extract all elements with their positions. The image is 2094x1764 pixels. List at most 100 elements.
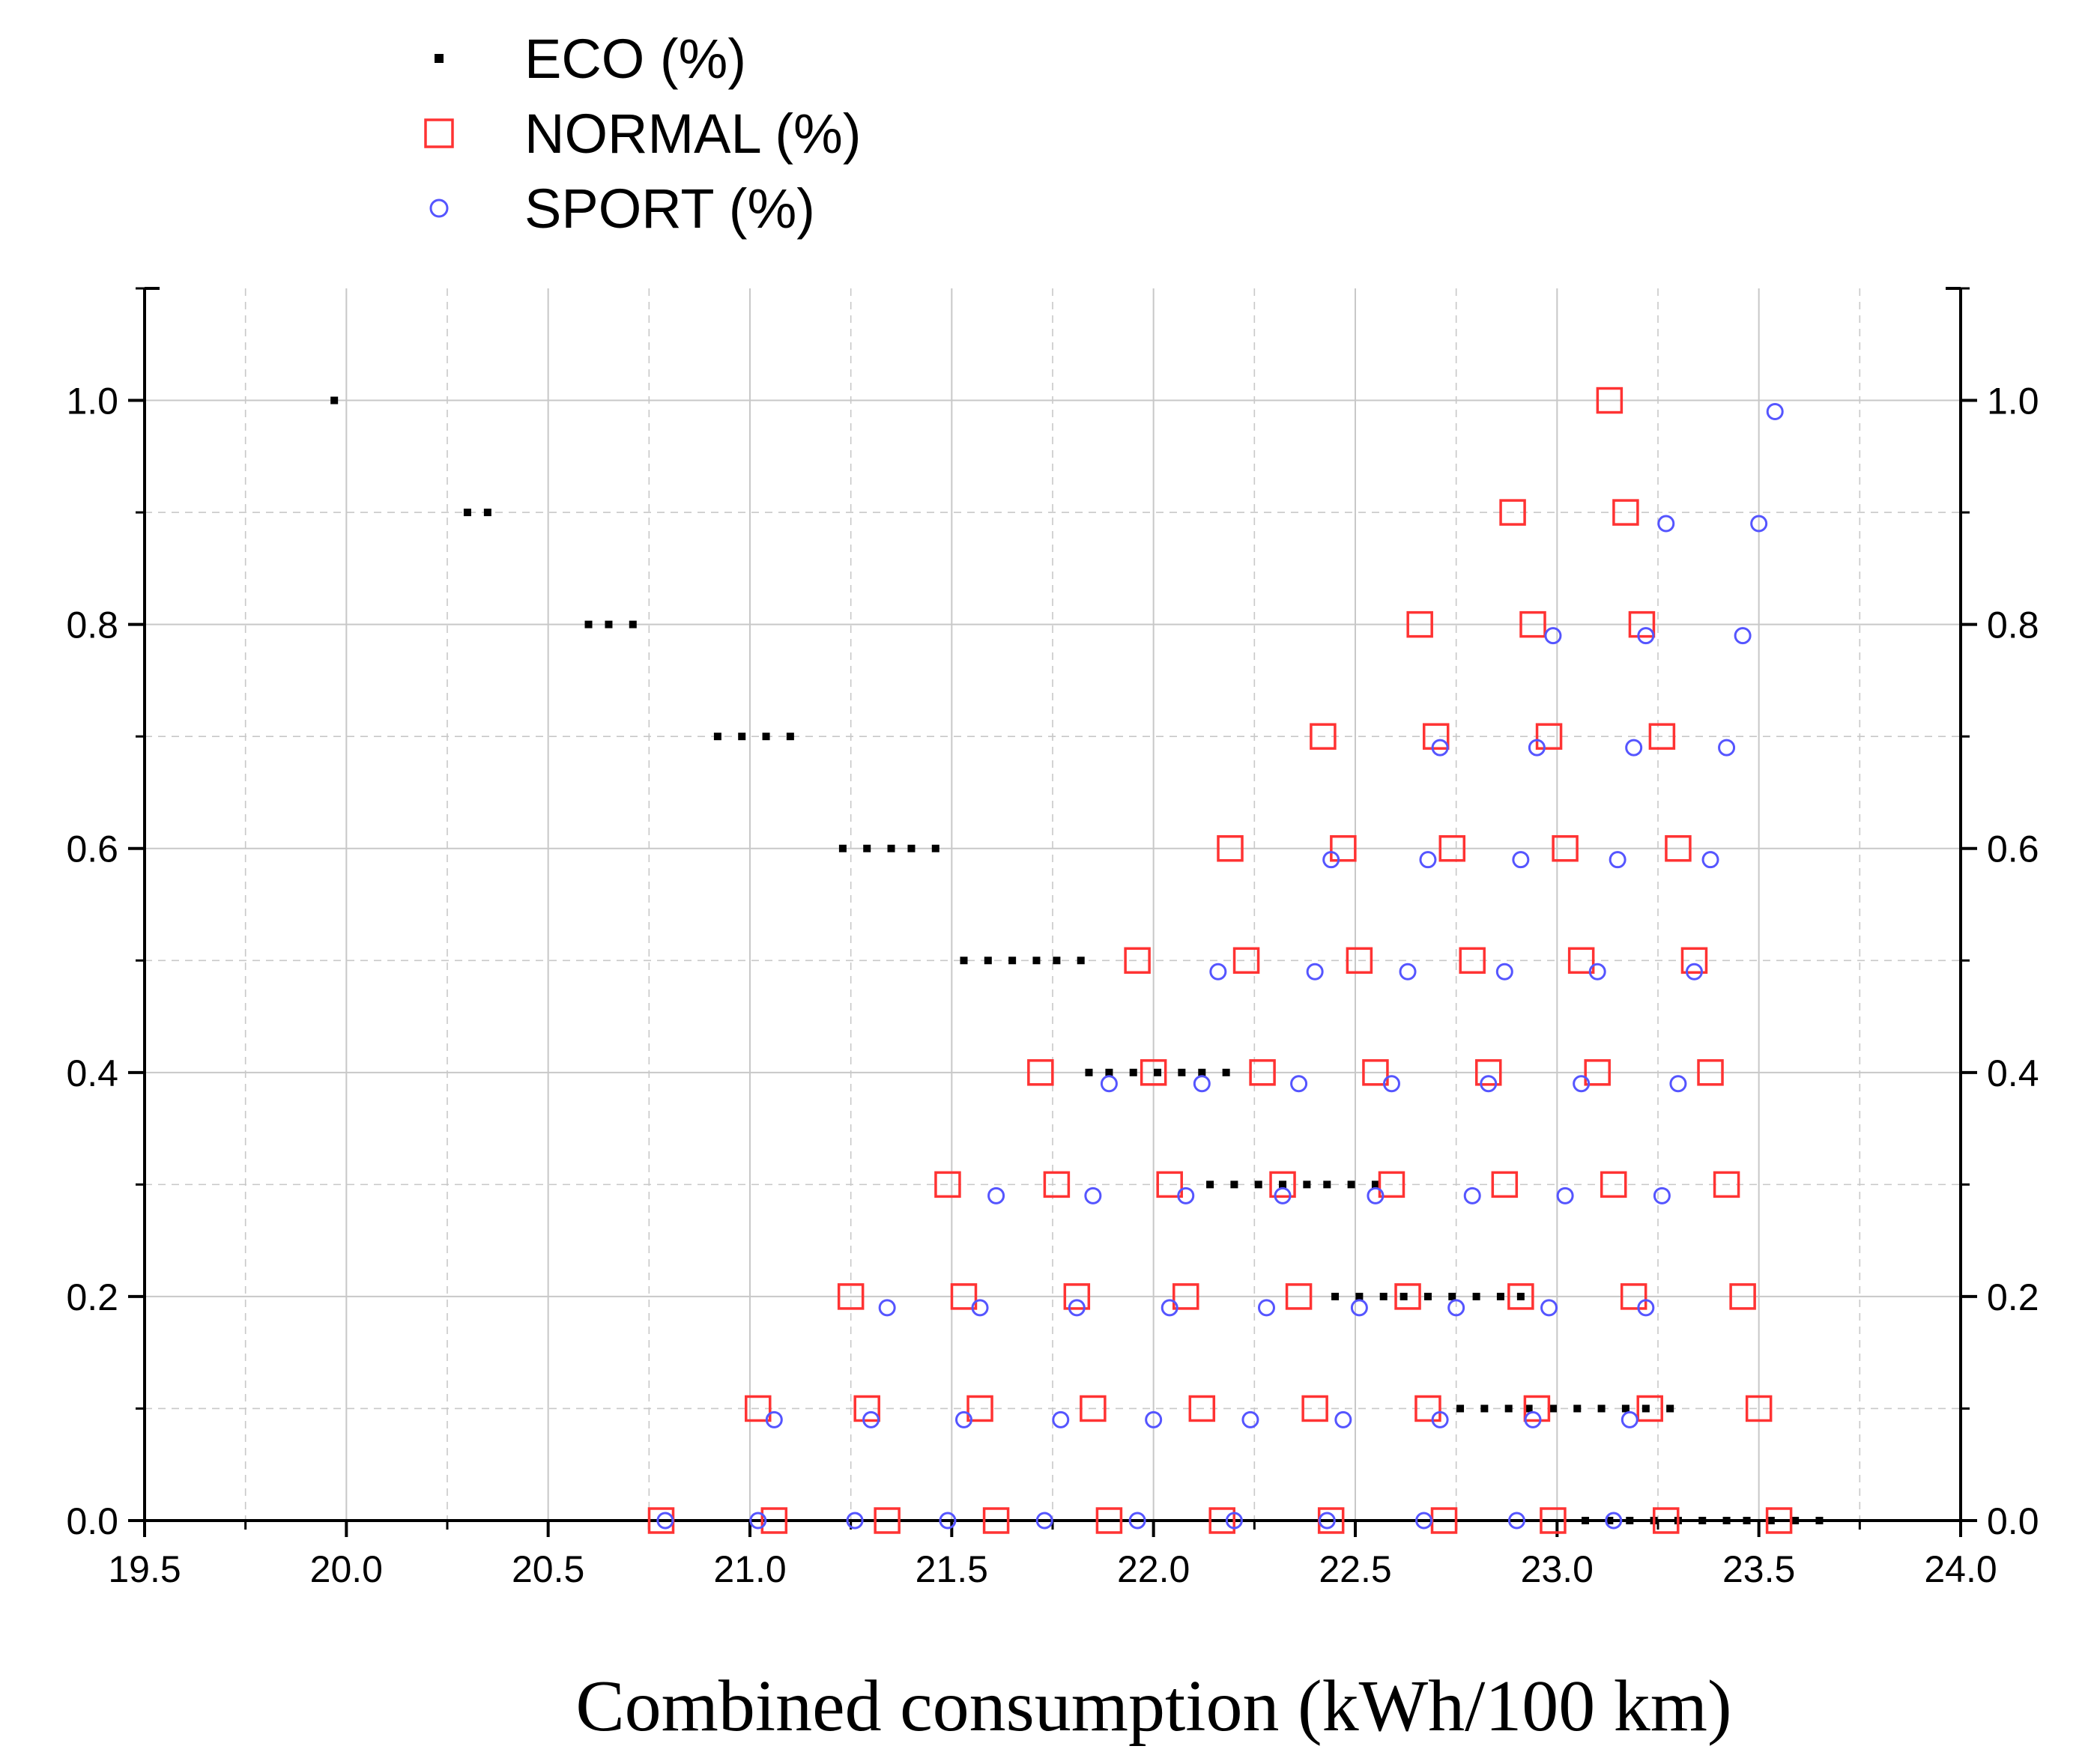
x-axis: 19.5 20.0 20.5 21.0 21.5 22.0 22.5 23.0 23.5 24.0: [108, 1521, 1997, 1590]
y-axis: 0.0 0.0 0.2 0.2 0.4 0.4 0.6 0.6 0.8 0.8 1.0 1.0: [66, 287, 2039, 1542]
y-tick-label-left: 0.2: [66, 1276, 118, 1318]
legend-item: SPORT (%): [429, 178, 815, 240]
sport-point: [1367, 1186, 1385, 1204]
sport-point: [1734, 627, 1752, 645]
normal-point: [1620, 1283, 1647, 1310]
normal-point: [1540, 1507, 1567, 1534]
eco-point: [960, 957, 968, 965]
normal-point: [966, 1395, 993, 1422]
normal-point: [1027, 1059, 1054, 1086]
normal-point: [1140, 1059, 1167, 1086]
normal-point: [1665, 834, 1692, 862]
sport-point: [1463, 1186, 1481, 1204]
y-tick-label-right: 1.0: [1987, 381, 2039, 422]
normal-point: [837, 1283, 865, 1310]
normal-point: [1680, 947, 1708, 975]
sport-point: [971, 1299, 989, 1317]
eco-point: [838, 844, 847, 852]
y-tick-label-left: 0.0: [66, 1500, 118, 1542]
sport-point: [1322, 851, 1340, 869]
eco-point: [1222, 1068, 1230, 1076]
sport-point: [1605, 1512, 1623, 1530]
eco-point: [1347, 1180, 1355, 1189]
sport-point: [1431, 1410, 1449, 1428]
sport-point: [1274, 1186, 1292, 1204]
sport-point: [1544, 627, 1562, 645]
eco-point: [1480, 1404, 1489, 1413]
sport-point: [1528, 739, 1546, 757]
sport-point: [1621, 1410, 1638, 1428]
eco-point: [713, 733, 721, 741]
eco-point: [1456, 1404, 1465, 1413]
normal-point: [1124, 947, 1151, 975]
normal-point: [1523, 1395, 1551, 1422]
eco-point: [1254, 1180, 1262, 1189]
sport-point: [1209, 963, 1227, 980]
legend-item: NORMAL (%): [424, 103, 862, 165]
normal-point: [1491, 1171, 1519, 1198]
normal-point: [1406, 610, 1433, 638]
sport-point: [862, 1410, 880, 1428]
sport-point: [1766, 403, 1784, 420]
normal-point: [1713, 1171, 1740, 1198]
sport-point: [1193, 1075, 1211, 1093]
y-tick-label-left: 1.0: [66, 381, 118, 422]
eco-point: [605, 620, 613, 628]
normal-point: [1596, 387, 1624, 414]
normal-point: [1697, 1059, 1724, 1086]
normal-point: [1600, 1171, 1627, 1198]
eco-point: [762, 733, 770, 741]
series-sport: [656, 403, 1784, 1530]
legend-label: ECO (%): [524, 28, 746, 90]
sport-point: [1399, 963, 1417, 980]
normal-point: [1628, 610, 1656, 638]
eco-point: [1666, 1404, 1674, 1413]
sport-point: [1161, 1299, 1178, 1317]
sport-point: [749, 1512, 767, 1530]
legend-sport-marker: [429, 198, 449, 218]
normal-point: [1172, 1283, 1199, 1310]
sport-point: [1145, 1410, 1163, 1428]
x-tick-label: 23.5: [1722, 1548, 1795, 1590]
normal-point: [934, 1171, 961, 1198]
normal-point: [1729, 1283, 1756, 1310]
normal-point: [745, 1395, 772, 1422]
eco-point: [1279, 1180, 1287, 1189]
normal-point: [1301, 1395, 1328, 1422]
sport-point: [1637, 1299, 1655, 1317]
x-tick-label: 21.5: [916, 1548, 988, 1590]
sport-point: [939, 1512, 957, 1530]
sport-point: [1431, 739, 1449, 757]
normal-point: [1310, 723, 1337, 750]
eco-point: [330, 396, 339, 404]
legend-label: SPORT (%): [524, 178, 815, 240]
normal-point: [1156, 1171, 1183, 1198]
normal-point: [874, 1507, 901, 1534]
y-tick-label-right: 0.8: [1987, 604, 2039, 646]
eco-point: [1516, 1292, 1525, 1300]
normal-point: [1249, 1059, 1276, 1086]
x-tick-label: 20.0: [310, 1548, 383, 1590]
sport-point: [1447, 1299, 1465, 1317]
normal-point: [1330, 834, 1357, 862]
sport-point: [1669, 1075, 1687, 1093]
eco-point: [584, 620, 593, 628]
sport-point: [1625, 739, 1643, 757]
eco-point: [907, 844, 916, 852]
normal-point: [1362, 1059, 1389, 1086]
normal-point: [1475, 1059, 1502, 1086]
data-marks: [330, 387, 1824, 1534]
y-tick-label-left: 0.6: [66, 828, 118, 870]
normal-point: [1567, 947, 1595, 975]
normal-point: [1459, 947, 1486, 975]
eco-point: [1206, 1180, 1214, 1189]
normal-point: [1080, 1395, 1107, 1422]
sport-point: [1177, 1186, 1195, 1204]
normal-point: [1394, 1283, 1421, 1310]
eco-point: [1626, 1517, 1634, 1524]
eco-point: [1722, 1517, 1731, 1524]
sport-point: [1480, 1075, 1498, 1093]
x-axis-title: Combined consumption (kWh/100 km): [575, 1666, 1731, 1747]
eco-point: [1597, 1404, 1606, 1413]
